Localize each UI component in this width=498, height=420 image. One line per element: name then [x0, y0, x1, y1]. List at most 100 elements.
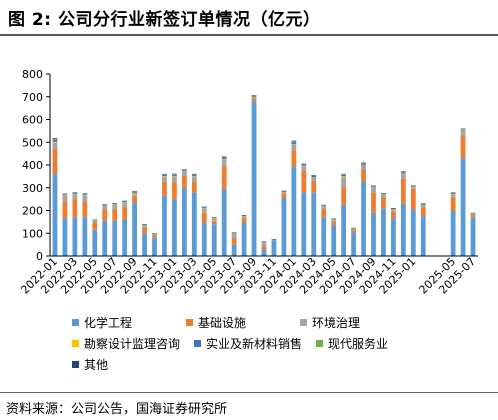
bar-segment-2023-09-s4	[251, 96, 257, 98]
stacked-bar-chart: 0 100 200 300 400 500 600 700 800 2022-012022-03…	[18, 68, 478, 297]
y-tick-label: 700	[22, 91, 43, 104]
bar-segment-2024-03-s4	[311, 175, 317, 178]
bar-segment-2022-05-s1	[92, 223, 98, 230]
bar-segment-2023-03-s4	[191, 175, 197, 176]
bar-segment-2023-01-s0	[172, 199, 177, 257]
y-tick-label: 0	[36, 250, 43, 263]
bar-segment-2022-04-s4	[82, 194, 88, 196]
bar-segment-2022-03-s4	[72, 193, 78, 195]
bar-segment-2024-03-s2	[311, 177, 317, 181]
bar-segment-2024-07-s1	[351, 229, 356, 233]
bar-stack-group	[52, 95, 476, 257]
bar-segment-2023-09-s5	[251, 95, 257, 97]
bar-segment-2022-04-s1	[82, 201, 88, 218]
bar-segment-2024-12-s5	[400, 171, 406, 173]
legend-label: 实业及新材料销售	[206, 337, 303, 351]
bar-segment-2025-07-s0	[470, 217, 476, 256]
bar-segment-2025-02-s2	[420, 204, 426, 208]
bar-segment-2024-11-s1	[391, 211, 396, 219]
bar-segment-2022-12-s1	[162, 182, 167, 196]
bar-segment-2023-03-s0	[191, 192, 197, 256]
bar-segment-2023-07-s1	[231, 237, 237, 245]
bar-segment-2025-01-s4	[410, 186, 416, 188]
legend-swatch	[316, 340, 324, 347]
bar-segment-2024-06-s2	[341, 176, 347, 187]
y-tick-label: 300	[22, 182, 43, 195]
bar-segment-2024-09-s2	[371, 187, 376, 193]
bar-segment-2023-12-s1	[281, 194, 287, 198]
legend-swatch	[194, 340, 202, 347]
bar-segment-2023-03-s5	[191, 174, 197, 176]
bar-segment-2022-06-s1	[102, 209, 108, 221]
y-tick-label: 100	[22, 227, 43, 240]
bar-segment-2024-12-s0	[400, 203, 406, 256]
bar-segment-2023-10-s0	[261, 249, 267, 256]
bar-segment-2022-12-s4	[162, 175, 167, 176]
bar-segment-2022-11-s1	[152, 235, 157, 238]
legend-swatch	[72, 361, 79, 368]
bar-segment-2023-04-s2	[201, 208, 207, 213]
bar-segment-2023-09-s2	[251, 97, 257, 100]
bar-segment-2022-10-s2	[142, 225, 147, 228]
source-note: 资料来源：公司公告，国海证券研究所	[6, 402, 228, 417]
bar-segment-2024-01-s1	[291, 150, 297, 167]
legend-item-other: 其他	[72, 356, 108, 373]
legend-label: 基础设施	[198, 316, 247, 330]
bar-segment-2023-08-s1	[241, 218, 247, 224]
bar-segment-2022-01-s6	[52, 138, 58, 139]
bar-segment-2024-01-s0	[291, 166, 297, 256]
bar-segment-2024-02-s4	[301, 164, 307, 166]
legend-label: 现代服务业	[328, 337, 389, 351]
legend-row: 其他	[72, 354, 402, 375]
bar-segment-2022-08-s0	[122, 219, 128, 256]
legend-label: 勘察设计监理咨询	[84, 337, 181, 351]
bar-segment-2022-10-s0	[142, 233, 147, 256]
bar-segment-2022-11-s2	[152, 234, 157, 236]
bar-segment-2024-12-s4	[400, 172, 406, 174]
legend-label: 化学工程	[84, 316, 133, 330]
legend: 化学工程 基础设施 环境治理 勘察设计监理咨询 实业及新材料销售 现代服务业 其…	[72, 312, 402, 375]
legend-item-chemical-engineering: 化学工程	[72, 314, 132, 331]
bar-segment-2023-12-s4	[281, 191, 287, 193]
bar-segment-2024-04-s0	[321, 217, 327, 256]
bar-segment-2023-04-s0	[201, 223, 207, 256]
bar-segment-2024-03-s1	[311, 180, 317, 193]
bar-segment-2022-01-s3	[52, 141, 58, 143]
title-divider	[0, 34, 498, 36]
bar-segment-2022-09-s4	[132, 192, 137, 193]
bar-segment-2025-01-s0	[410, 209, 416, 256]
bar-segment-2024-01-s2	[291, 144, 297, 151]
bar-segment-2022-12-s5	[162, 174, 167, 176]
bar-segment-2022-04-s5	[82, 193, 88, 195]
bar-segment-2024-01-s6	[291, 140, 297, 142]
bar-segment-2024-12-s2	[400, 174, 406, 179]
bar-segment-2024-09-s1	[371, 192, 376, 213]
bar-segment-2022-02-s2	[62, 195, 68, 202]
legend-item-modern-services: 现代服务业	[316, 335, 388, 352]
x-axis-ticks: 2022-012022-032022-052022-072022-092022-…	[18, 255, 478, 297]
bar-segment-2023-06-s2	[221, 159, 227, 167]
bar-segment-2024-03-s0	[311, 192, 317, 256]
bar-segment-2022-06-s4	[102, 204, 108, 206]
bar-segment-2023-06-s0	[221, 188, 227, 256]
bar-segment-2023-08-s2	[241, 216, 247, 219]
bar-segment-2025-05-s1	[450, 196, 456, 211]
bar-segment-2023-06-s1	[221, 166, 227, 189]
bar-segment-2024-10-s1	[381, 197, 386, 209]
bar-segment-2023-01-s5	[172, 174, 177, 175]
legend-label: 环境治理	[312, 316, 361, 330]
bar-segment-2023-09-s0	[251, 101, 257, 256]
bar-segment-2024-11-s4	[391, 208, 396, 210]
bar-segment-2022-09-s5	[132, 191, 137, 193]
legend-item-infrastructure: 基础设施	[186, 314, 246, 331]
bar-segment-2024-05-s1	[331, 221, 337, 226]
bar-segment-2023-01-s4	[172, 174, 177, 176]
bar-segment-2023-08-s0	[241, 223, 247, 256]
bar-segment-2022-05-s0	[92, 229, 98, 256]
legend-swatch	[186, 319, 194, 326]
bar-segment-2023-06-s5	[221, 156, 227, 158]
bar-segment-2024-09-s0	[371, 212, 376, 256]
bar-segment-2024-10-s0	[381, 208, 386, 256]
legend-item-environmental: 环境治理	[300, 314, 360, 331]
bar-segment-2024-10-s4	[381, 193, 386, 195]
